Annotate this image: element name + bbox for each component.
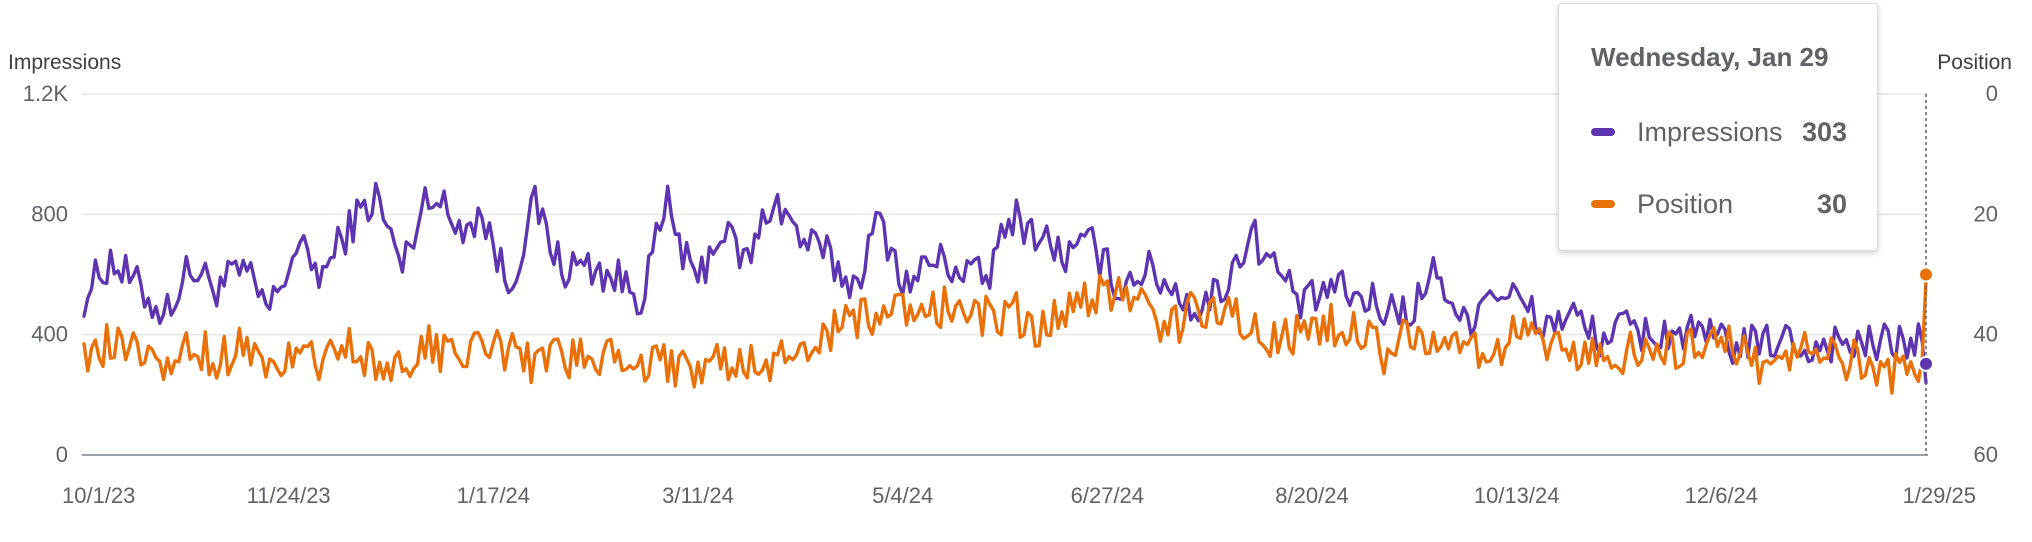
left-tick-label: 1.2K [23,81,69,106]
hover-point-position [1918,266,1934,283]
x-axis-ticks: 10/1/23 11/24/23 1/17/24 3/11/24 5/4/24 6/27/… [62,483,1976,508]
right-tick-label: 0 [1986,81,1998,106]
right-tick-label: 40 [1974,322,1998,347]
impressions-swatch-icon [1591,128,1615,136]
x-tick-label: 10/1/23 [62,483,135,508]
right-tick-label: 20 [1974,201,1998,226]
hover-point-impressions [1918,355,1934,372]
tooltip-value-position: 30 [1816,188,1847,219]
x-tick-label: 6/27/24 [1071,483,1144,508]
left-axis-ticks: 0 400 800 1.2K [23,81,69,467]
hover-tooltip: Wednesday, Jan 29 Impressions 303 Positi… [1558,3,1878,251]
right-axis-title: Position [1937,51,2012,74]
left-tick-label: 400 [31,322,68,347]
right-tick-label: 60 [1974,442,1998,467]
series-line-position [82,273,1928,395]
series-line-impressions [82,181,1928,385]
left-axis-title: Impressions [8,51,121,74]
x-tick-label: 10/13/24 [1474,483,1560,508]
x-tick-label: 1/17/24 [457,483,530,508]
x-tick-label: 5/4/24 [872,483,933,508]
tooltip-value-impressions: 303 [1801,116,1847,147]
tooltip-date: Wednesday, Jan 29 [1591,42,1829,72]
tooltip-row-position: Position 30 [1591,184,1847,224]
tooltip-row-impressions: Impressions 303 [1591,112,1847,152]
tooltip-label-impressions: Impressions [1637,116,1783,147]
x-tick-label: 8/20/24 [1275,483,1348,508]
tooltip-label-position: Position [1637,188,1734,219]
x-tick-label: 1/29/25 [1903,483,1976,508]
left-tick-label: 0 [56,442,68,467]
hover-points [1918,266,1934,372]
position-swatch-icon [1591,200,1615,208]
x-tick-label: 11/24/23 [247,483,331,508]
x-tick-label: 3/11/24 [662,483,734,508]
series-layer [82,181,1928,395]
right-axis-ticks: 0 20 40 60 [1974,81,1998,467]
x-tick-label: 12/6/24 [1685,483,1758,508]
left-tick-label: 800 [31,201,68,226]
